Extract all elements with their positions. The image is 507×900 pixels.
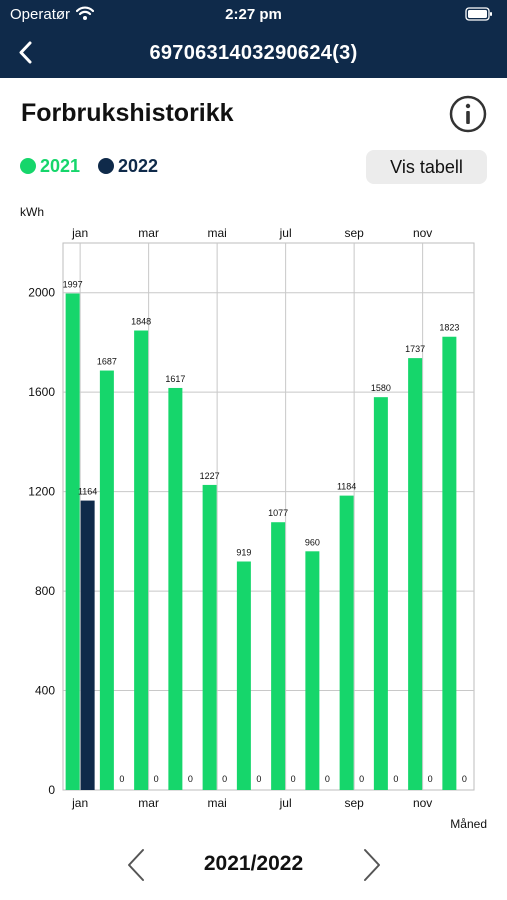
x-tick-label-bottom: nov bbox=[413, 796, 432, 810]
x-tick-label-top: jul bbox=[279, 226, 292, 240]
y-tick-label: 800 bbox=[35, 584, 55, 598]
x-tick-label-top: mai bbox=[207, 226, 226, 240]
back-chevron-icon[interactable] bbox=[12, 38, 42, 68]
x-tick-label-top: mar bbox=[138, 226, 159, 240]
bar-2021-9 bbox=[373, 397, 388, 790]
data-label-2021-11: 1823 bbox=[439, 323, 459, 333]
x-axis-label: Måned bbox=[450, 817, 487, 831]
data-label-2021-7: 960 bbox=[305, 537, 320, 547]
data-label-2021-6: 1077 bbox=[268, 508, 288, 518]
y-tick-label: 1600 bbox=[28, 385, 55, 399]
data-label-2022-6: 0 bbox=[291, 774, 296, 784]
data-label-2021-8: 1184 bbox=[337, 482, 356, 492]
chevron-right-icon[interactable] bbox=[360, 848, 384, 882]
consumption-bar-chart: kWh 0 400 800 1200 1600 2000 jan jan mar mar mai mai… bbox=[20, 205, 487, 831]
x-tick-label-bottom: jan bbox=[71, 796, 88, 810]
bar-2021-6 bbox=[271, 522, 286, 790]
x-tick-label-bottom: jul bbox=[279, 796, 292, 810]
data-label-2022-7: 0 bbox=[325, 774, 330, 784]
data-label-2022-0: 1164 bbox=[78, 487, 97, 497]
navigation-bar: 6970631403290624(3) bbox=[0, 30, 507, 78]
chevron-left-icon[interactable] bbox=[124, 848, 148, 882]
show-table-button[interactable]: Vis tabell bbox=[366, 150, 487, 184]
legend-dot-2022 bbox=[98, 158, 114, 174]
info-icon[interactable] bbox=[449, 95, 487, 133]
data-label-2021-1: 1687 bbox=[97, 357, 117, 367]
bar-2021-10 bbox=[408, 358, 423, 790]
bar-2021-4 bbox=[202, 484, 217, 790]
y-tick-label: 2000 bbox=[28, 286, 55, 300]
data-label-2021-4: 1227 bbox=[200, 471, 220, 481]
data-label-2022-8: 0 bbox=[359, 774, 364, 784]
data-label-2021-3: 1617 bbox=[165, 374, 185, 384]
data-label-2022-3: 0 bbox=[188, 774, 193, 784]
data-label-2021-10: 1737 bbox=[405, 344, 425, 354]
bar-2021-2 bbox=[134, 330, 149, 790]
bar-2022-0 bbox=[80, 500, 95, 790]
bar-2021-0 bbox=[65, 293, 80, 790]
data-label-2021-0: 1997 bbox=[63, 279, 83, 289]
legend-item-2022: 2022 bbox=[98, 156, 158, 177]
bar-2021-1 bbox=[99, 370, 114, 790]
period-label: 2021/2022 bbox=[203, 852, 304, 875]
data-label-2022-2: 0 bbox=[154, 774, 159, 784]
status-time: 2:27 pm bbox=[225, 6, 282, 23]
data-label-2022-9: 0 bbox=[393, 774, 398, 784]
legend-item-2021: 2021 bbox=[20, 156, 80, 177]
data-label-2022-1: 0 bbox=[119, 774, 124, 784]
x-tick-label-top: sep bbox=[344, 226, 364, 240]
carrier-label: Operatør bbox=[10, 6, 71, 23]
x-tick-label-bottom: mai bbox=[207, 796, 226, 810]
bar-2021-7 bbox=[305, 551, 320, 790]
data-label-2022-5: 0 bbox=[256, 774, 261, 784]
section-heading: Forbrukshistorikk bbox=[21, 99, 234, 127]
x-tick-label-bottom: sep bbox=[344, 796, 364, 810]
x-tick-label-top: nov bbox=[413, 226, 432, 240]
bar-2021-11 bbox=[442, 336, 457, 790]
data-label-2022-10: 0 bbox=[428, 774, 433, 784]
data-label-2022-4: 0 bbox=[222, 774, 227, 784]
bar-2021-3 bbox=[168, 387, 183, 790]
y-axis-label: kWh bbox=[20, 205, 44, 219]
legend-label-2022: 2022 bbox=[118, 156, 159, 176]
status-bar: Operatør 2:27 pm bbox=[0, 0, 507, 30]
page-title: 6970631403290624(3) bbox=[149, 42, 358, 64]
x-tick-label-top: jan bbox=[71, 226, 88, 240]
y-tick-label: 400 bbox=[35, 684, 55, 698]
legend-label-2021: 2021 bbox=[40, 156, 81, 176]
x-tick-label-bottom: mar bbox=[138, 796, 159, 810]
bar-2021-8 bbox=[339, 495, 354, 790]
signal-wifi-icon bbox=[75, 5, 95, 25]
data-label-2021-9: 1580 bbox=[371, 383, 391, 393]
battery-icon bbox=[465, 7, 493, 25]
bar-2021-5 bbox=[236, 561, 251, 790]
data-label-2021-2: 1848 bbox=[131, 317, 151, 327]
legend-dot-2021 bbox=[20, 158, 36, 174]
data-label-2022-11: 0 bbox=[462, 774, 467, 784]
plot-frame bbox=[62, 242, 475, 791]
y-tick-label: 0 bbox=[48, 783, 55, 797]
data-label-2021-5: 919 bbox=[236, 548, 251, 558]
y-tick-label: 1200 bbox=[28, 485, 55, 499]
